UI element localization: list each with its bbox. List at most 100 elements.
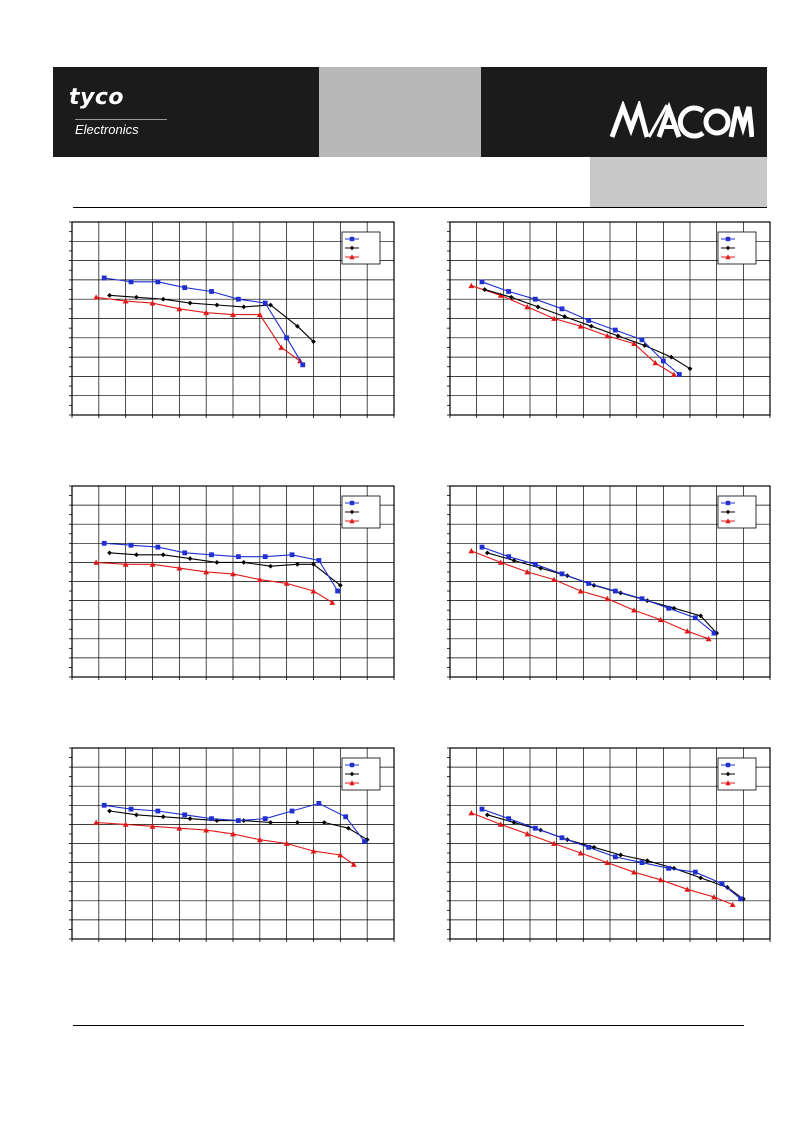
data-point-1 [711, 630, 717, 636]
data-point-1 [343, 814, 349, 820]
data-point-3 [729, 901, 736, 908]
data-point-1 [155, 544, 161, 550]
data-point-2 [698, 613, 704, 619]
data-point-1 [612, 327, 618, 333]
data-point-3 [652, 359, 659, 366]
data-point-1 [479, 279, 485, 285]
data-point-3 [631, 869, 637, 875]
data-point-3 [176, 825, 183, 831]
data-point-1 [506, 554, 512, 560]
data-point-2 [671, 605, 677, 611]
legend-marker-2 [349, 509, 355, 515]
data-point-3 [350, 861, 357, 867]
data-point-1 [639, 596, 645, 602]
data-point-1 [559, 571, 565, 577]
data-point-3 [684, 886, 691, 892]
legend-marker-3 [349, 518, 355, 524]
data-point-2 [187, 816, 193, 822]
chart-3 [69, 485, 395, 680]
header-left-panel: tyco Electronics [53, 67, 319, 157]
data-point-1 [128, 279, 134, 285]
data-point-3 [176, 565, 183, 571]
data-point-3 [310, 588, 317, 594]
data-point-2 [345, 825, 351, 831]
data-point-2 [337, 582, 343, 588]
data-point-3 [122, 561, 129, 567]
plot-frame [71, 221, 395, 416]
data-point-1 [586, 581, 592, 586]
data-point-1 [182, 812, 188, 818]
data-point-3 [176, 305, 183, 312]
data-point-2 [160, 296, 166, 302]
data-point-2 [295, 323, 300, 329]
data-point-3 [657, 876, 664, 883]
data-point-1 [316, 558, 322, 563]
data-point-1 [101, 540, 107, 546]
data-point-3 [278, 344, 285, 350]
data-point-1 [155, 279, 161, 285]
data-point-1 [612, 854, 618, 860]
data-point-1 [235, 818, 241, 823]
data-point-3 [93, 294, 100, 300]
data-point-3 [149, 823, 156, 829]
header-band: tyco Electronics [53, 67, 767, 157]
data-point-2 [134, 294, 139, 300]
data-point-3 [93, 819, 100, 825]
data-point-3 [657, 616, 664, 623]
legend-marker-1 [725, 500, 731, 506]
plot-frame [449, 485, 771, 678]
data-point-1 [692, 869, 698, 875]
data-point-3 [604, 332, 611, 339]
data-point-3 [203, 569, 210, 575]
data-point-3 [468, 810, 475, 816]
data-point-1 [182, 285, 188, 291]
series-line-2 [487, 552, 718, 634]
data-point-2 [535, 304, 541, 310]
plot-frame [71, 747, 395, 940]
header-middle-panel [319, 67, 481, 157]
series-line-3 [96, 296, 301, 362]
data-point-3 [149, 561, 156, 567]
subheader-box [590, 157, 767, 207]
tyco-logo: tyco [69, 85, 125, 110]
data-point-2 [698, 875, 704, 881]
data-point-3 [468, 548, 475, 554]
series-line-3 [471, 812, 733, 906]
data-point-3 [256, 836, 263, 843]
data-point-3 [684, 628, 691, 634]
data-point-2 [618, 852, 624, 858]
data-point-3 [671, 371, 677, 377]
data-point-1 [639, 860, 645, 865]
data-point-3 [604, 595, 611, 602]
legend-box [341, 757, 381, 791]
data-point-1 [532, 561, 538, 567]
data-point-1 [666, 865, 672, 871]
macom-logo [609, 101, 754, 139]
legend-marker-2 [725, 509, 731, 515]
data-point-2 [241, 304, 247, 310]
data-point-1 [128, 542, 134, 548]
data-point-1 [235, 296, 241, 302]
legend-marker-3 [349, 254, 355, 260]
data-point-3 [497, 292, 504, 298]
data-point-1 [506, 289, 512, 294]
data-point-3 [551, 840, 557, 846]
data-point-2 [508, 294, 514, 300]
data-point-2 [562, 314, 568, 319]
series-line-1 [481, 808, 742, 900]
data-point-2 [311, 561, 316, 567]
data-point-1 [559, 306, 565, 312]
data-point-3 [283, 840, 290, 846]
legend-marker-1 [725, 236, 731, 242]
data-point-2 [214, 818, 220, 823]
data-point-3 [497, 821, 504, 827]
data-point-3 [577, 850, 584, 856]
data-point-3 [230, 831, 236, 837]
legend-marker-1 [349, 500, 355, 506]
data-point-1 [559, 835, 565, 841]
data-point-2 [588, 323, 594, 329]
data-point-3 [149, 300, 156, 306]
data-point-2 [187, 300, 193, 306]
chart-1 [69, 221, 395, 418]
data-point-3 [524, 569, 531, 575]
